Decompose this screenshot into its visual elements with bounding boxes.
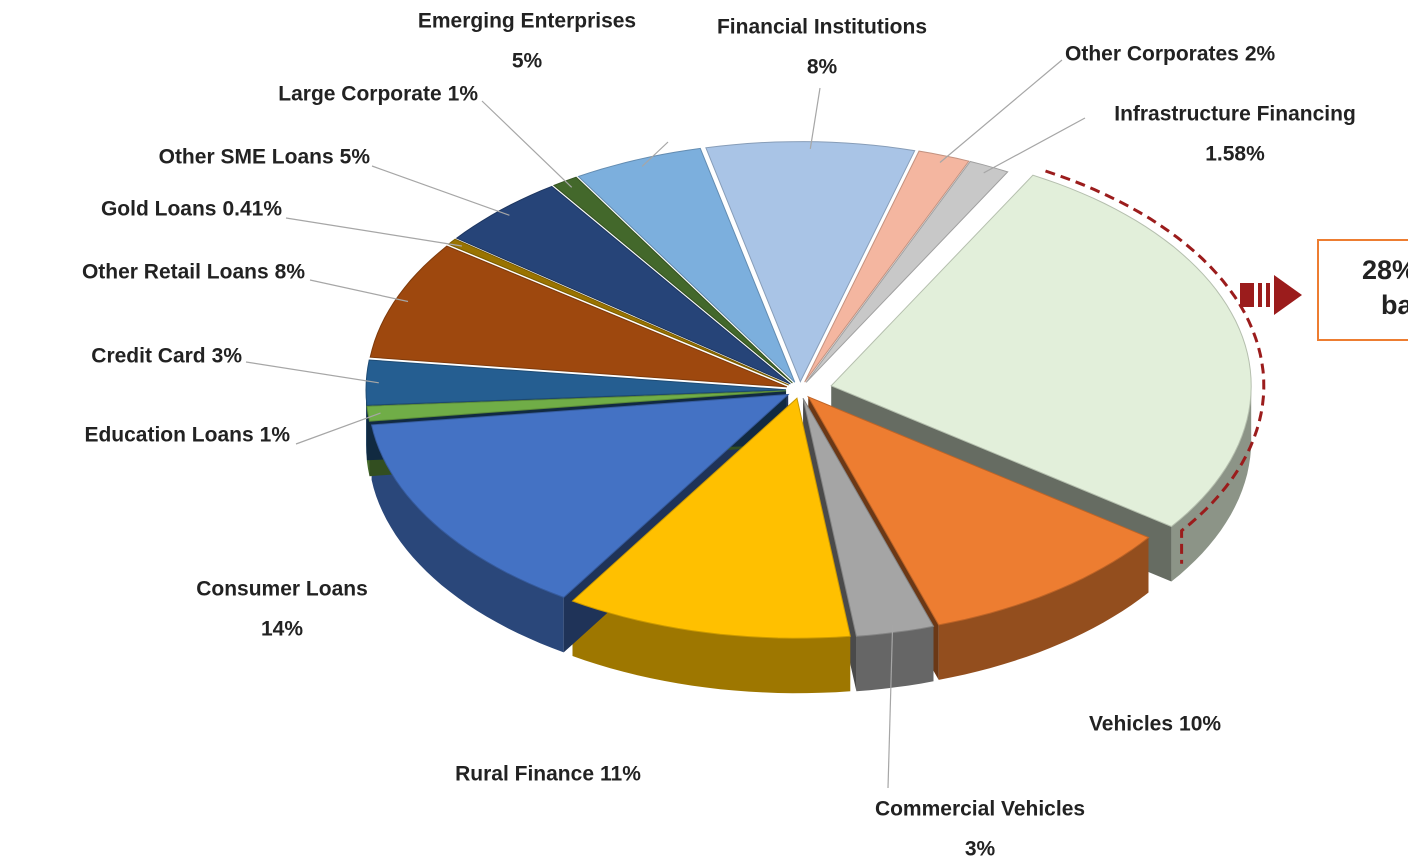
leader-line [295, 412, 381, 445]
data-label-name: Rural Finance [455, 763, 594, 786]
leader-line [309, 279, 409, 303]
data-label: 1.58% [1205, 143, 1265, 166]
data-label-name: Commercial Vehicles [875, 798, 1085, 821]
data-label: 8% [275, 261, 306, 284]
data-label: 10% [1179, 713, 1221, 736]
pie-tops [365, 141, 1266, 639]
data-label: 8% [807, 56, 838, 79]
data-label: 5% [512, 50, 543, 73]
data-label-name: Large Corporate [278, 83, 441, 106]
data-label-name: Consumer Loans [196, 578, 368, 601]
data-label: 11% [600, 763, 641, 786]
leader-line [285, 217, 462, 247]
slice [805, 160, 1009, 383]
slice [365, 359, 787, 406]
leader-line [983, 117, 1086, 174]
slice [804, 150, 970, 383]
data-label: 1% [448, 83, 479, 106]
data-label: 14% [261, 618, 303, 641]
data-label-name: Gold Loans [101, 198, 217, 221]
annotation-text: ba [1381, 290, 1408, 320]
data-label-name: Emerging Enterprises [418, 10, 636, 33]
leader-line [809, 87, 821, 149]
arrow [1240, 275, 1302, 315]
slice-side [856, 626, 934, 692]
annotation-box [1317, 239, 1408, 341]
data-label-name: Other Corporates [1065, 43, 1239, 66]
data-label-name: Education Loans [84, 424, 253, 447]
slice [370, 393, 790, 598]
leader-line [939, 59, 1063, 163]
data-label-name: Infrastructure Financing [1114, 103, 1356, 126]
data-label: 3% [965, 838, 996, 861]
slice-side [572, 601, 851, 694]
data-label-name: Other Retail Loans [82, 261, 269, 284]
leader-line [371, 165, 510, 216]
slice [830, 174, 1252, 528]
highlight-outline [1045, 169, 1266, 564]
data-label: 2% [1245, 43, 1276, 66]
leader-line [245, 361, 379, 384]
data-label: 5% [340, 146, 371, 169]
slice [705, 141, 916, 383]
slice [447, 238, 789, 386]
slice-side [938, 537, 1149, 680]
data-label: 1% [260, 424, 291, 447]
slice-side [371, 424, 564, 653]
data-label-name: Financial Institutions [717, 16, 927, 39]
slice [807, 395, 1150, 626]
data-label-name: Vehicles [1089, 713, 1173, 736]
slice [571, 397, 851, 639]
leader-line [641, 141, 669, 167]
data-label: 0.41% [222, 198, 282, 221]
data-label-name: Other SME Loans [159, 146, 334, 169]
data-label-name: Credit Card [91, 345, 205, 368]
annotation-text: 28% [1362, 255, 1408, 285]
slice [577, 147, 796, 383]
labels: Financial Institutions 8% Other Corporates… [82, 10, 1356, 861]
slice [455, 185, 791, 385]
leader-line [481, 100, 573, 188]
leader-line [887, 625, 894, 789]
slice-side [1171, 385, 1252, 582]
data-label: 3% [212, 345, 243, 368]
slice [366, 390, 787, 422]
slice [802, 397, 935, 637]
